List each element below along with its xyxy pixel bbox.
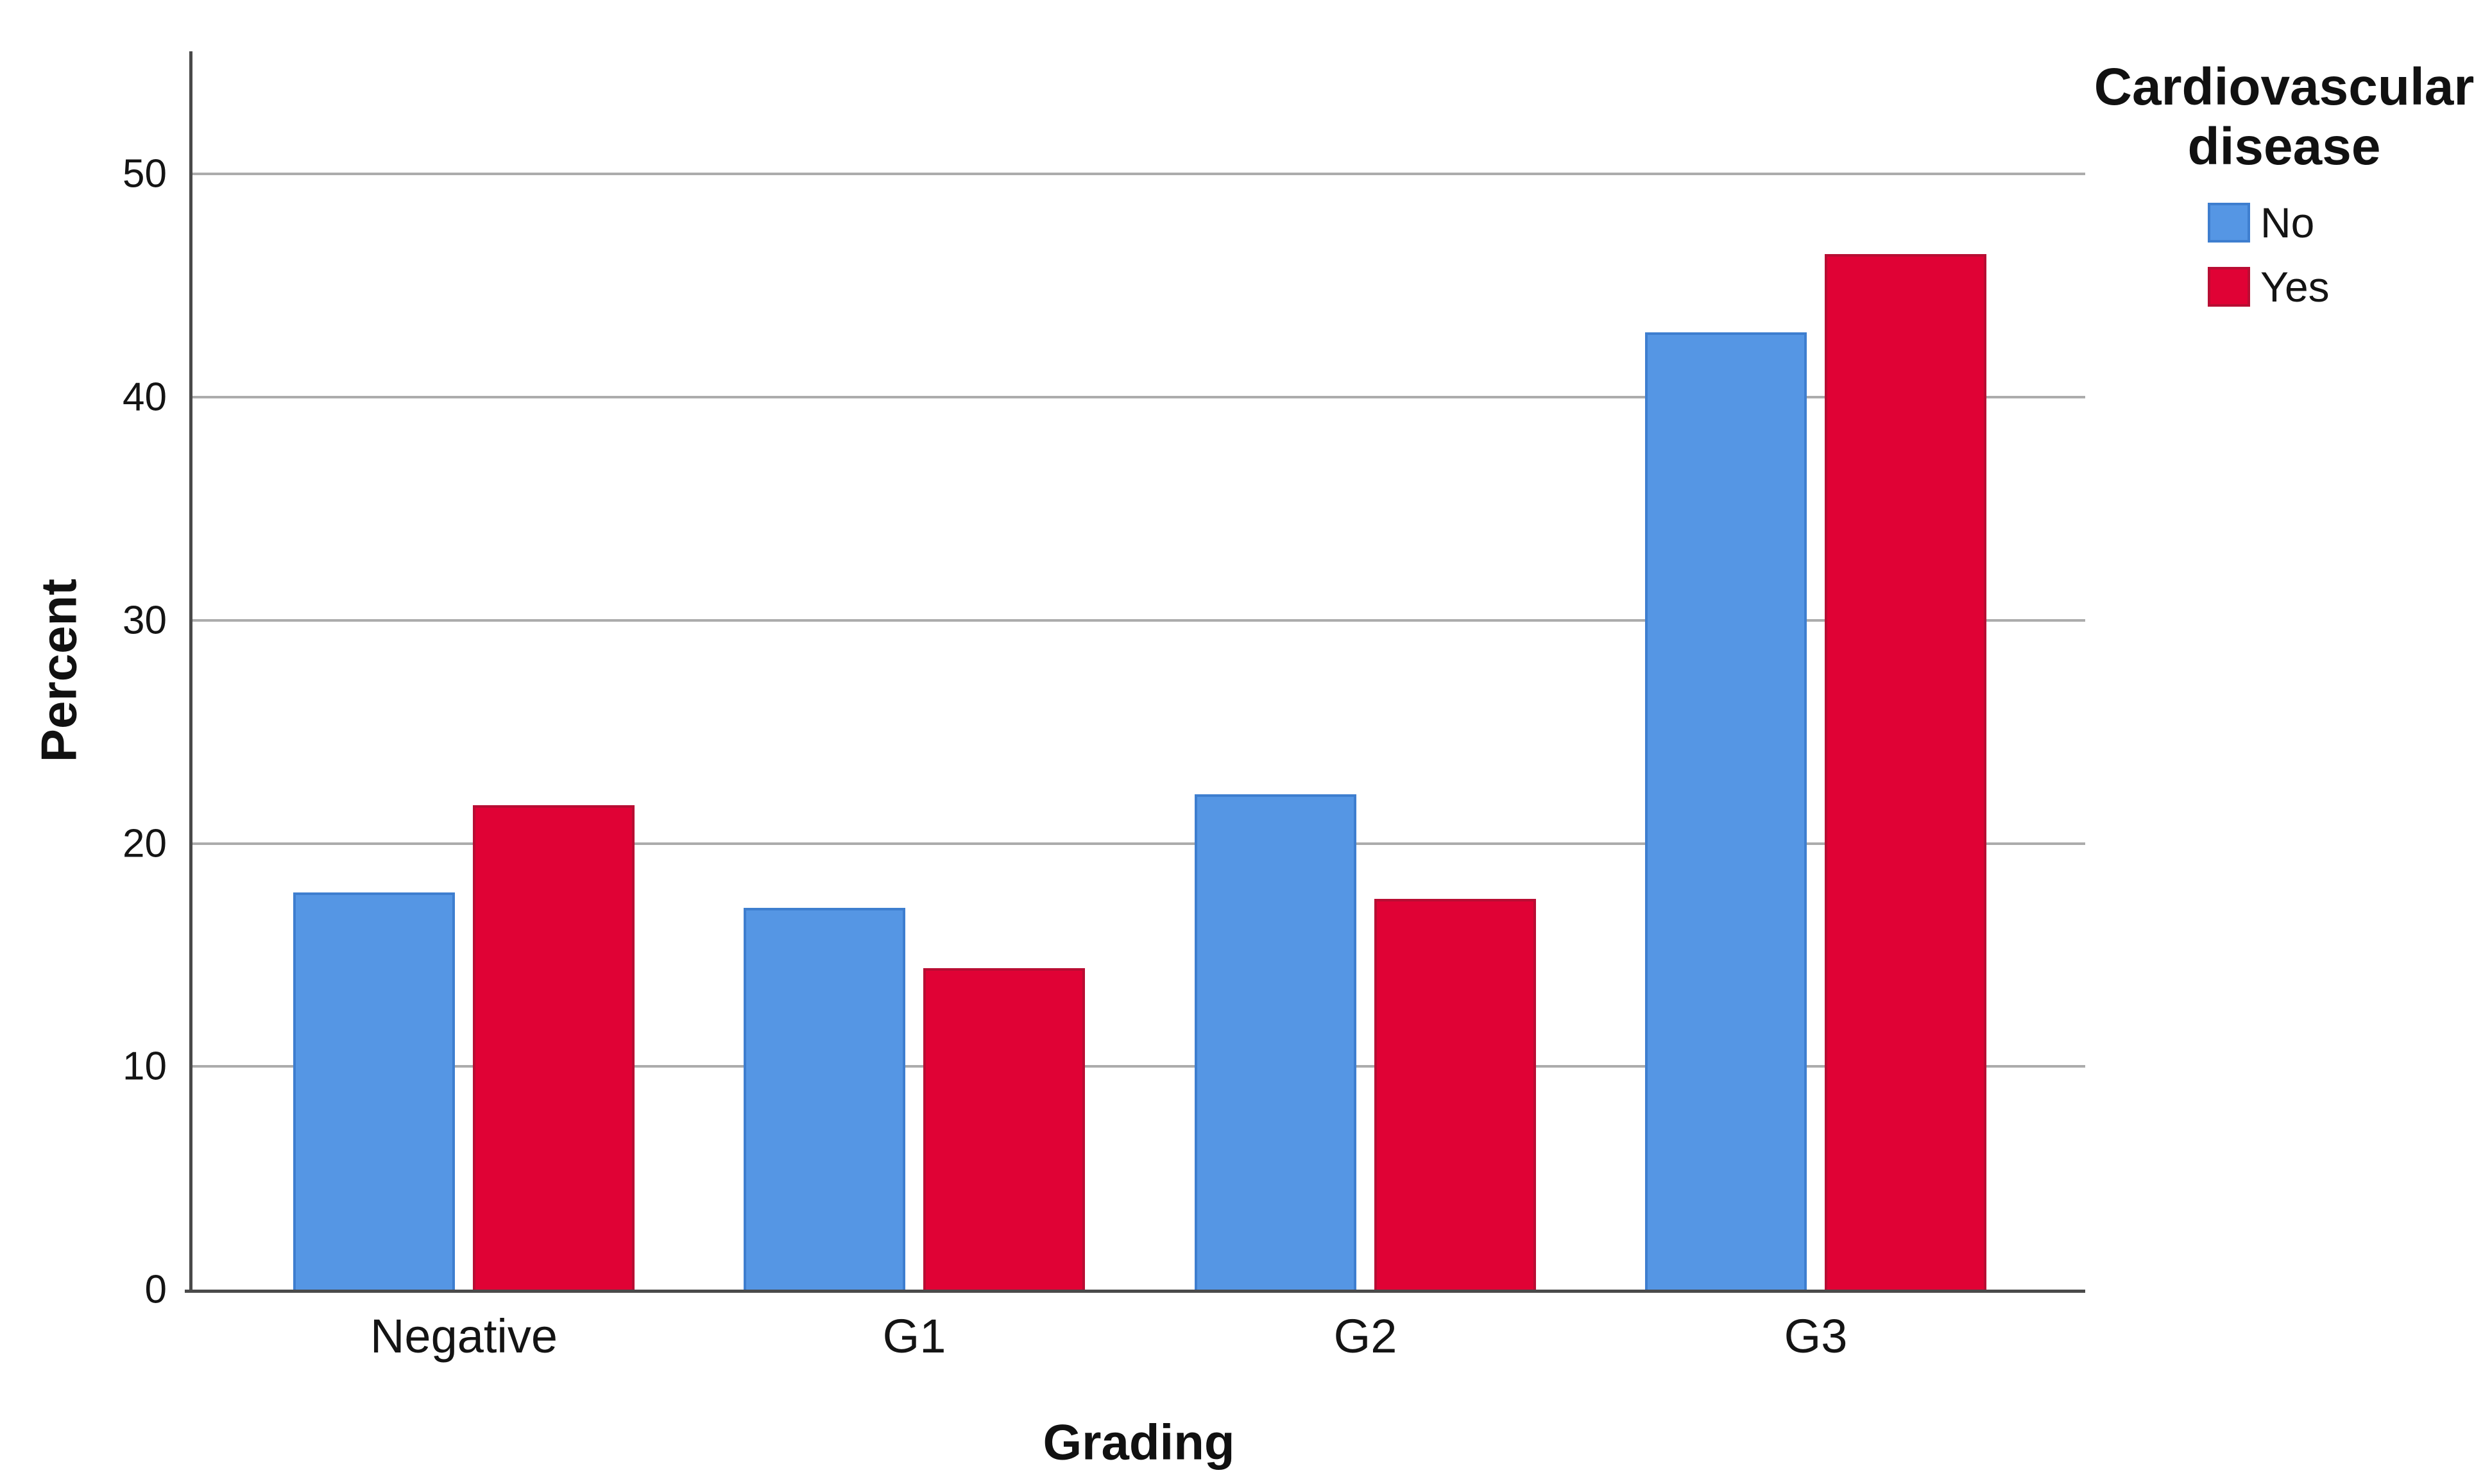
bar-g1-yes bbox=[923, 968, 1085, 1290]
y-tick-label-40: 40 bbox=[123, 375, 167, 420]
bar-negative-no bbox=[293, 892, 455, 1290]
bar-g2-yes bbox=[1374, 899, 1536, 1290]
x-category-label-negative: Negative bbox=[370, 1309, 558, 1363]
x-category-label-g2: G2 bbox=[1333, 1309, 1397, 1363]
y-gridline-10 bbox=[192, 1065, 2085, 1068]
y-tick-label-30: 30 bbox=[123, 598, 167, 643]
y-axis-title: Percent bbox=[30, 578, 87, 763]
bar-g1-no bbox=[744, 908, 905, 1290]
y-tick-label-0: 0 bbox=[144, 1267, 167, 1312]
bar-negative-yes bbox=[473, 805, 635, 1290]
legend-item-label-no: No bbox=[2260, 199, 2315, 247]
legend-item-label-yes: Yes bbox=[2260, 263, 2330, 311]
legend-title: Cardiovascular disease bbox=[2088, 58, 2480, 176]
y-tick-label-10: 10 bbox=[123, 1044, 167, 1089]
legend-title-line-2: disease bbox=[2187, 117, 2381, 176]
legend-swatch-no bbox=[2208, 203, 2250, 243]
y-gridline-50 bbox=[192, 173, 2085, 176]
bar-g3-yes bbox=[1825, 254, 1986, 1290]
x-axis-line bbox=[185, 1290, 2085, 1293]
y-gridline-40 bbox=[192, 396, 2085, 398]
legend-title-line-1: Cardiovascular bbox=[2094, 58, 2475, 116]
y-tick-label-50: 50 bbox=[123, 151, 167, 196]
legend-swatch-yes bbox=[2208, 267, 2250, 307]
bar-g3-no bbox=[1645, 332, 1807, 1290]
y-gridline-20 bbox=[192, 842, 2085, 845]
plot-area: 0 10 20 30 40 50 Negative G1 G2 G3 bbox=[123, 51, 2085, 1363]
legend: Cardiovascular disease No Yes bbox=[2088, 58, 2480, 311]
x-category-label-g1: G1 bbox=[882, 1309, 946, 1363]
y-axis-line bbox=[189, 51, 192, 1293]
x-axis-title: Grading bbox=[1043, 1413, 1235, 1471]
legend-items: No Yes bbox=[2088, 198, 2480, 311]
y-tick-label-20: 20 bbox=[123, 821, 167, 866]
x-category-label-g3: G3 bbox=[1784, 1309, 1848, 1363]
legend-item-yes: Yes bbox=[2208, 262, 2480, 311]
y-gridline-30 bbox=[192, 618, 2085, 622]
bar-g2-no bbox=[1195, 794, 1356, 1290]
legend-item-no: No bbox=[2208, 198, 2480, 247]
